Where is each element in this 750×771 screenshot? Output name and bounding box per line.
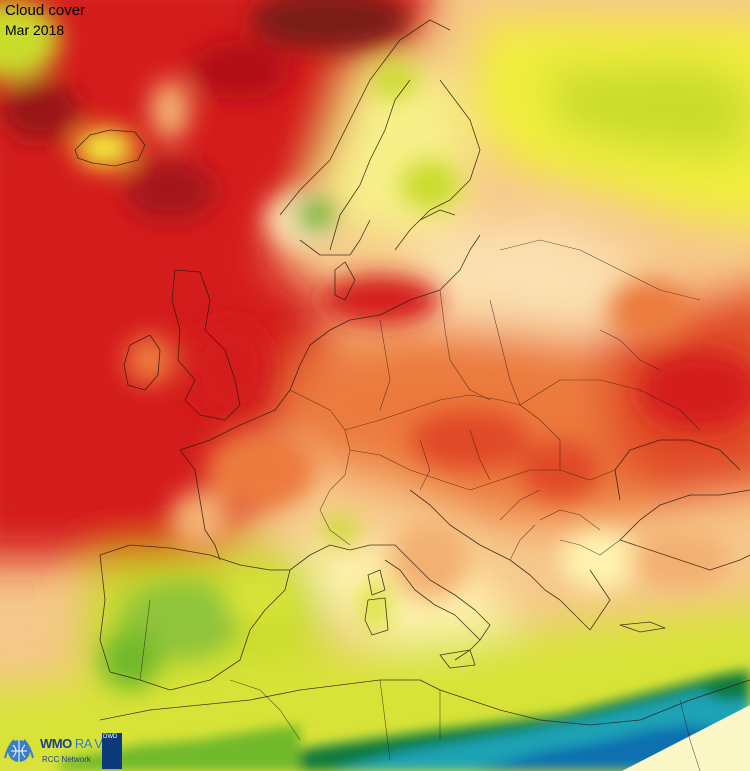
- map-subtitle: Mar 2018: [5, 22, 65, 38]
- country-borders: [139, 239, 701, 771]
- wmo-emblem-icon: [4, 739, 34, 762]
- dwd-badge: DWD: [102, 733, 122, 769]
- logo-org-text: WMO: [40, 736, 72, 751]
- logo-network-text: RCC Network: [42, 755, 91, 764]
- dwd-badge-text: DWD: [103, 734, 118, 740]
- field-detail: [0, 0, 750, 690]
- wmo-rcc-logo: WMO RA VI RCC Network DWD: [2, 733, 126, 769]
- logo-org-label: WMO RA VI: [40, 736, 106, 751]
- no-data-corner: [622, 705, 750, 771]
- logo-region-text: RA VI: [74, 736, 106, 751]
- map-title: Cloud cover: [5, 2, 86, 19]
